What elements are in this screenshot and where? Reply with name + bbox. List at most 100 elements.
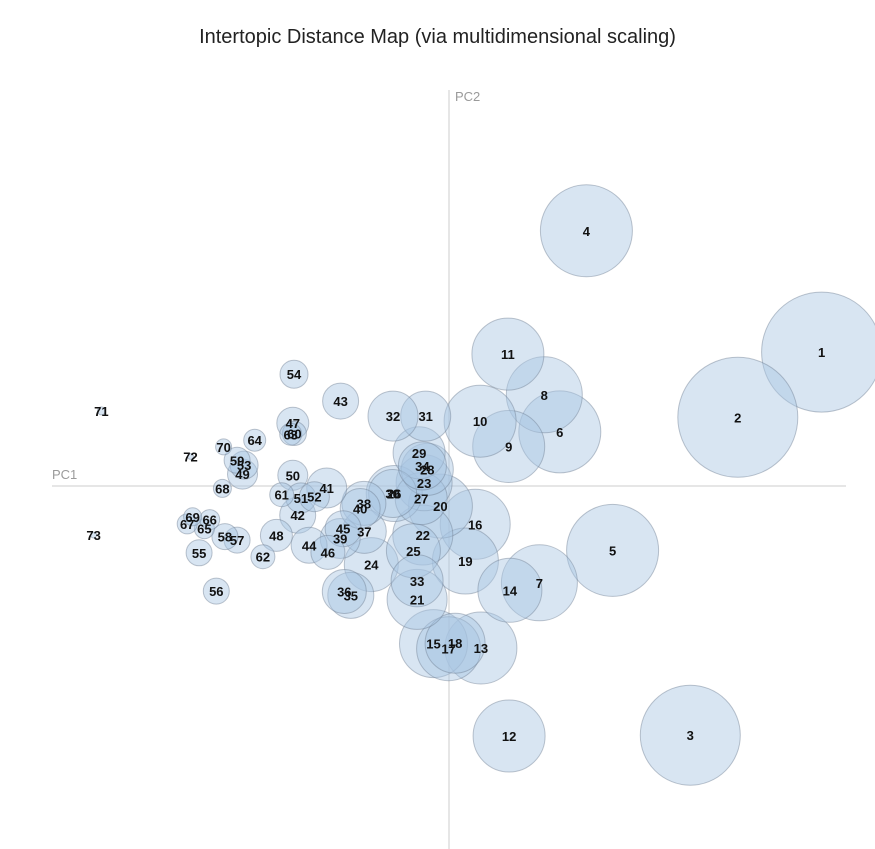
topic-label-62: 62	[256, 550, 270, 565]
topic-bubble-22[interactable]	[392, 504, 454, 566]
topic-label-32: 32	[386, 409, 400, 424]
topic-bubble-71[interactable]	[96, 406, 106, 416]
topic-bubble-10[interactable]	[443, 384, 517, 458]
topic-bubble-57[interactable]	[223, 526, 251, 554]
topic-label-1: 1	[818, 345, 825, 360]
topic-bubble-63[interactable]	[279, 422, 303, 446]
topic-bubble-69[interactable]	[183, 507, 203, 527]
topic-bubble-68[interactable]	[212, 478, 232, 498]
topic-label-26: 26	[387, 487, 401, 502]
topic-bubble-46[interactable]	[310, 534, 346, 570]
topic-bubble-1[interactable]	[761, 291, 875, 413]
topic-label-7: 7	[536, 576, 543, 591]
topic-bubble-67[interactable]	[176, 513, 198, 535]
topic-bubble-25[interactable]	[385, 523, 441, 579]
topic-bubble-38[interactable]	[341, 480, 387, 526]
topic-bubble-33[interactable]	[390, 554, 444, 608]
topic-bubble-16[interactable]	[439, 488, 511, 560]
chart-title: Intertopic Distance Map (via multidimens…	[199, 26, 676, 48]
topic-bubble-23[interactable]	[395, 454, 453, 512]
topic-bubble-47[interactable]	[276, 406, 310, 440]
topic-bubble-6[interactable]	[518, 390, 602, 474]
x-axis-label: PC1	[52, 467, 77, 482]
topic-bubble-42[interactable]	[279, 496, 317, 534]
topic-bubble-7[interactable]	[500, 544, 578, 622]
topic-bubble-4[interactable]	[539, 184, 633, 278]
topic-bubble-49[interactable]	[227, 458, 258, 490]
topic-bubble-54[interactable]	[279, 359, 309, 389]
topic-label-65: 65	[197, 522, 211, 537]
topic-bubble-2[interactable]	[677, 356, 799, 478]
topic-label-24: 24	[364, 558, 379, 573]
topic-bubble-60[interactable]	[281, 421, 307, 446]
topic-bubble-44[interactable]	[290, 526, 328, 564]
topic-bubble-15[interactable]	[399, 609, 468, 679]
topic-bubble-17[interactable]	[416, 616, 482, 682]
topic-bubble-72[interactable]	[187, 452, 194, 460]
topic-bubble-20[interactable]	[407, 473, 473, 539]
topic-bubble-43[interactable]	[322, 382, 360, 420]
topic-label-36: 36	[337, 585, 351, 600]
topic-bubble-59[interactable]	[223, 446, 251, 474]
topic-bubble-12[interactable]	[472, 699, 546, 773]
topic-bubble-65[interactable]	[193, 518, 215, 540]
topic-bubble-21[interactable]	[386, 568, 448, 630]
topic-bubble-70[interactable]	[215, 438, 233, 456]
topic-label-58: 58	[218, 530, 232, 545]
topic-bubble-55[interactable]	[185, 539, 213, 567]
topic-bubble-19[interactable]	[431, 527, 499, 595]
topic-bubble-36[interactable]	[321, 569, 367, 614]
y-axis-label: PC2	[455, 89, 480, 104]
topic-bubble-50[interactable]	[277, 459, 309, 491]
topic-bubble-5[interactable]	[566, 503, 660, 597]
topic-bubble-31[interactable]	[400, 390, 452, 442]
topic-bubble-26[interactable]	[365, 465, 423, 522]
topic-label-40: 40	[353, 502, 367, 517]
topic-bubble-34[interactable]	[397, 441, 447, 491]
topic-bubble-73[interactable]	[90, 531, 98, 539]
topic-label-23: 23	[417, 476, 431, 491]
topic-bubble-14[interactable]	[477, 557, 543, 623]
topic-bubble-56[interactable]	[202, 577, 230, 605]
topic-bubble-51[interactable]	[285, 482, 317, 514]
topic-bubble-27[interactable]	[394, 472, 448, 526]
topic-bubble-11[interactable]	[471, 317, 545, 391]
topic-bubble-3[interactable]	[639, 684, 741, 786]
topic-bubble-66[interactable]	[199, 509, 221, 531]
topic-bubble-29[interactable]	[392, 426, 446, 480]
topic-label-19: 19	[458, 554, 472, 569]
topic-label-38: 38	[357, 496, 371, 511]
topic-bubble-37[interactable]	[341, 508, 387, 554]
topic-label-28: 28	[420, 462, 434, 477]
topic-bubble-45[interactable]	[324, 510, 362, 548]
topic-bubble-40[interactable]	[339, 488, 381, 529]
topic-label-48: 48	[269, 528, 283, 543]
topic-label-68: 68	[215, 481, 229, 496]
topic-bubble-18[interactable]	[424, 612, 486, 674]
topic-bubble-9[interactable]	[472, 410, 546, 483]
topic-label-73: 73	[86, 528, 100, 543]
topic-label-69: 69	[185, 510, 199, 525]
topic-bubble-35[interactable]	[327, 571, 375, 619]
topic-bubble-13[interactable]	[444, 611, 518, 685]
topic-bubble-32[interactable]	[367, 390, 419, 442]
topic-bubble-58[interactable]	[211, 523, 239, 551]
topic-label-21: 21	[410, 592, 424, 607]
topic-bubble-62[interactable]	[250, 544, 276, 570]
topic-bubble-53[interactable]	[229, 450, 259, 480]
topic-label-12: 12	[502, 729, 516, 744]
topic-bubble-48[interactable]	[259, 518, 293, 552]
topic-bubble-24[interactable]	[343, 537, 399, 593]
bubble-layer	[90, 184, 875, 786]
topic-label-35: 35	[344, 588, 358, 603]
topic-bubble-61[interactable]	[269, 482, 295, 508]
topic-bubble-30[interactable]	[368, 469, 418, 518]
topic-label-29: 29	[412, 446, 426, 461]
topic-bubble-39[interactable]	[319, 518, 361, 559]
topic-bubble-8[interactable]	[505, 356, 583, 434]
topic-bubble-52[interactable]	[298, 481, 330, 513]
topic-bubble-41[interactable]	[306, 467, 348, 509]
topic-bubble-28[interactable]	[400, 442, 454, 496]
topic-bubble-64[interactable]	[243, 428, 267, 452]
